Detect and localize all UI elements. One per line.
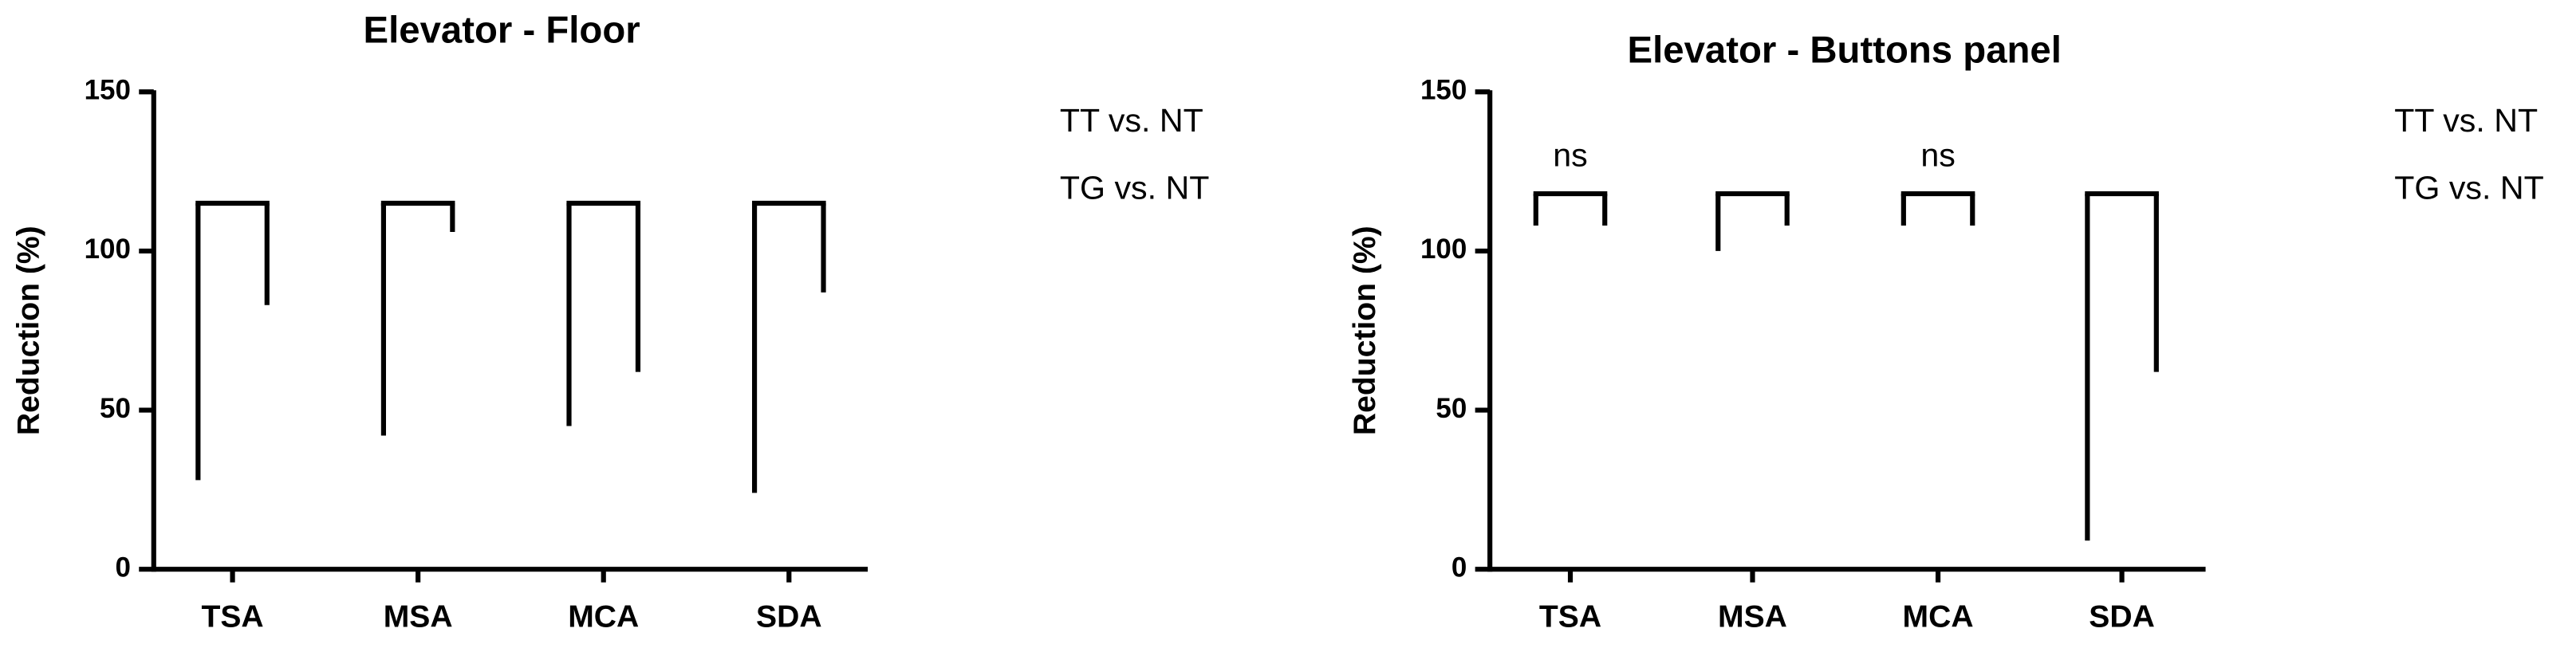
x-tick-label: MSA: [1718, 599, 1787, 634]
x-tick-label: MCA: [568, 599, 639, 634]
x-tick-label: SDA: [756, 599, 822, 634]
significance-label: ns: [1920, 137, 1955, 174]
legend-entry: TG vs. NT: [1060, 170, 1209, 206]
y-tick-label: 50: [100, 393, 131, 424]
chart-title: Elevator - Buttons panel: [1628, 29, 2062, 71]
y-tick-label: 0: [115, 552, 130, 583]
x-tick-label: SDA: [2089, 599, 2155, 634]
chart-title: Elevator - Floor: [364, 10, 640, 52]
y-tick-label: 100: [85, 234, 131, 265]
y-tick-label: 150: [1420, 74, 1467, 105]
y-axis-label: Reduction (%): [1348, 226, 1382, 435]
x-tick-label: TSA: [201, 599, 263, 634]
x-tick-label: TSA: [1539, 599, 1601, 634]
y-tick-label: 0: [1451, 552, 1467, 583]
legend-entry: TT vs. NT: [2394, 102, 2538, 139]
y-axis-label: Reduction (%): [12, 226, 46, 435]
significance-label: ns: [1553, 137, 1587, 174]
legend-entry: TT vs. NT: [1060, 102, 1203, 139]
y-tick-label: 100: [1420, 234, 1467, 265]
legend-entry: TG vs. NT: [2394, 170, 2543, 206]
x-tick-label: MSA: [384, 599, 453, 634]
y-tick-label: 50: [1436, 393, 1467, 424]
x-tick-label: MCA: [1903, 599, 1974, 634]
y-tick-label: 150: [85, 74, 131, 105]
